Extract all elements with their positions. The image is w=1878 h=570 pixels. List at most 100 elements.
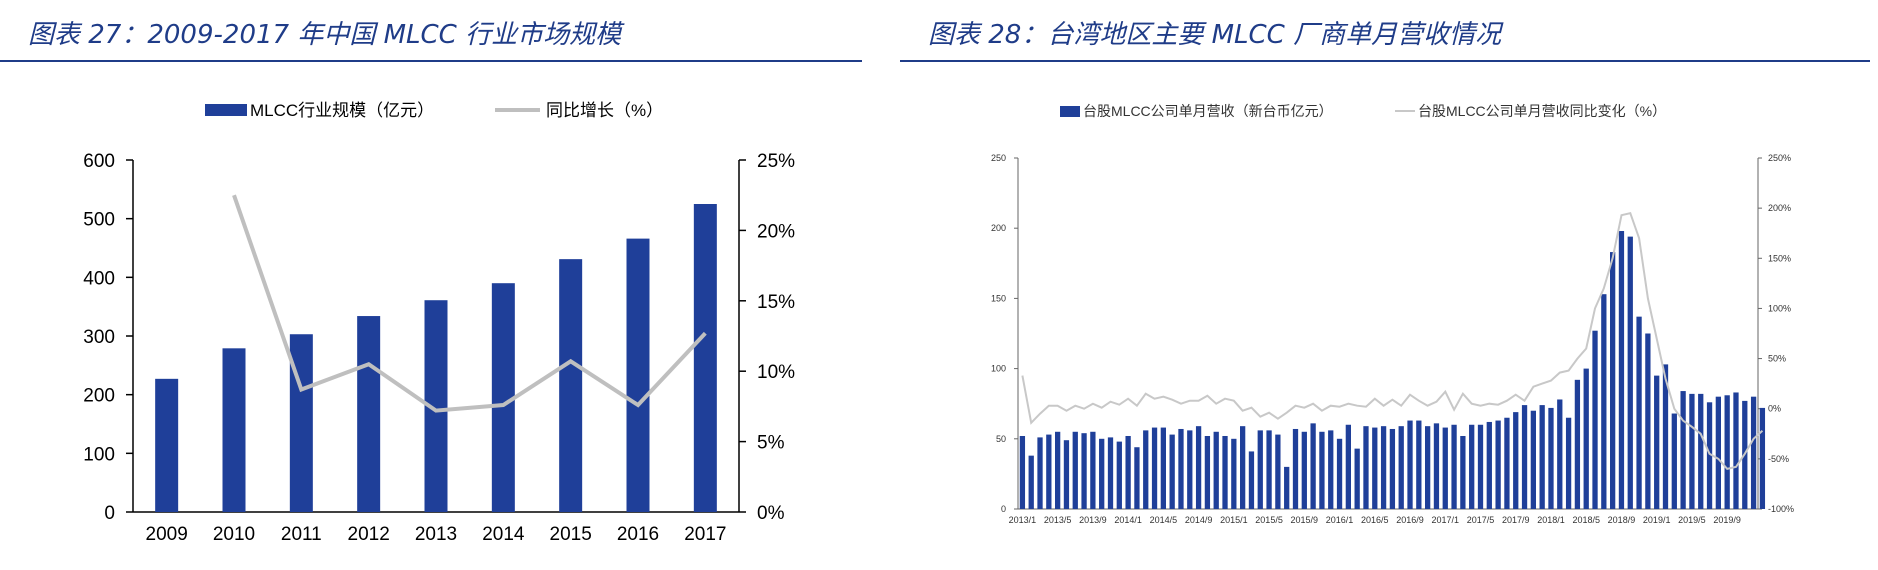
bar-monthly-revenue (1345, 424, 1351, 509)
x-tick-label: 2015/1 (1220, 515, 1248, 525)
bar-monthly-revenue (1125, 435, 1131, 509)
left-y-tick-label: 0 (1001, 504, 1006, 514)
bar-monthly-revenue (1662, 364, 1669, 509)
bar-monthly-revenue (1513, 412, 1519, 509)
x-tick-label: 2019/1 (1643, 515, 1671, 525)
bar-monthly-revenue (1724, 395, 1730, 509)
bar-monthly-revenue (1028, 455, 1034, 509)
bar-monthly-revenue (1539, 405, 1545, 509)
bar-monthly-revenue (1063, 440, 1070, 509)
x-tick-label: 2017/9 (1502, 515, 1530, 525)
bar-monthly-revenue (1548, 407, 1554, 509)
bar-monthly-revenue (1583, 368, 1589, 509)
bar-monthly-revenue (1706, 402, 1713, 509)
right-y-tick-label: 50% (1768, 354, 1786, 364)
legend-swatch-bar (1060, 106, 1080, 117)
bar-monthly-revenue (1495, 420, 1501, 509)
right-y-tick-label: 5% (757, 433, 785, 454)
bar-monthly-revenue (1521, 405, 1528, 509)
right-y-tick-label: -100% (1768, 504, 1794, 514)
bar-monthly-revenue (1654, 375, 1660, 509)
title-rule-left (0, 60, 862, 62)
bar-monthly-revenue (1248, 451, 1255, 509)
bar-monthly-revenue (1354, 448, 1360, 509)
bar-mlcc-market-size (424, 300, 448, 512)
bar-monthly-revenue (1592, 330, 1598, 509)
bar-mlcc-market-size (693, 204, 717, 512)
bar-monthly-revenue (1610, 252, 1616, 509)
x-tick-label: 2014/1 (1114, 515, 1142, 525)
line-yoy-growth (232, 194, 707, 413)
bar-monthly-revenue (1037, 437, 1043, 509)
right-y-tick-label: 150% (1768, 253, 1791, 263)
bar-monthly-revenue (1715, 396, 1721, 509)
bar-mlcc-market-size (222, 348, 246, 512)
right-y-tick-label: 0% (757, 503, 785, 524)
x-tick-label: 2016/1 (1326, 515, 1354, 525)
x-tick-label: 2013/5 (1044, 515, 1072, 525)
chart-title-right: 图表 28：台湾地区主要 MLCC 厂商单月营收情况 (928, 20, 1502, 50)
bar-monthly-revenue (1750, 396, 1757, 509)
bar-monthly-revenue (1477, 424, 1484, 509)
bar-monthly-revenue (1504, 417, 1510, 509)
bar-monthly-revenue (1601, 294, 1607, 509)
bar-monthly-revenue (1116, 441, 1122, 509)
x-tick-label: 2016/5 (1361, 515, 1389, 525)
chart-panel-left: 图表 27：2009-2017 年中国 MLCC 行业市场规模 0 100 200 3… (0, 0, 870, 570)
legend-label-line: 同比增长（%） (546, 101, 663, 120)
left-y-tick-label: 100 (83, 444, 115, 465)
bar-monthly-revenue (1107, 437, 1114, 509)
bar-monthly-revenue (1671, 413, 1677, 509)
right-y-tick-label: 250% (1768, 153, 1791, 163)
taiwan-mlcc-revenue-chart: 0 50 100 150 200 250 -100% -50% 0% 50% 100% 150% 200… (991, 103, 1794, 525)
x-tick-label: 2015/9 (1291, 515, 1319, 525)
right-y-tick-label: 15% (757, 292, 795, 313)
bar-monthly-revenue (1151, 427, 1158, 509)
right-y-tick-label: 200% (1768, 203, 1791, 213)
left-y-tick-label: 250 (991, 153, 1006, 163)
bar-monthly-revenue (1319, 431, 1325, 509)
x-tick-label: 2019/5 (1678, 515, 1706, 525)
x-tick-label: 2019/9 (1713, 515, 1741, 525)
x-tick-label: 2017 (684, 524, 726, 545)
bar-monthly-revenue (1275, 434, 1281, 509)
bar-mlcc-market-size (155, 378, 179, 512)
bar-monthly-revenue (1284, 466, 1290, 509)
right-y-tick-label: 25% (757, 151, 795, 172)
bar-monthly-revenue (1266, 430, 1272, 509)
right-y-tick-label: 10% (757, 362, 795, 383)
x-tick-label: 2011 (281, 524, 322, 545)
bar-monthly-revenue (1433, 423, 1440, 509)
x-tick-label: 2018/5 (1572, 515, 1600, 525)
left-y-tick-label: 200 (83, 386, 115, 407)
bar-monthly-revenue (1680, 391, 1686, 509)
right-y-tick-label: 100% (1768, 303, 1791, 313)
bar-monthly-revenue (1557, 399, 1563, 509)
bar-monthly-revenue (1389, 428, 1396, 509)
left-y-tick-label: 500 (83, 210, 115, 231)
x-tick-label: 2012 (348, 524, 390, 545)
bar-monthly-revenue (1046, 434, 1052, 509)
bar-monthly-revenue (1416, 420, 1422, 509)
x-tick-label: 2013/9 (1079, 515, 1107, 525)
bar-monthly-revenue (1195, 426, 1202, 509)
bar-monthly-revenue (1451, 424, 1457, 509)
right-y-tick-label: 20% (757, 221, 795, 242)
x-tick-label: 2018/1 (1537, 515, 1565, 525)
bar-monthly-revenue (1257, 430, 1263, 509)
bar-monthly-revenue (1187, 430, 1193, 509)
bar-monthly-revenue (1627, 236, 1633, 509)
x-tick-label: 2016 (617, 524, 659, 545)
bar-monthly-revenue (1469, 424, 1475, 509)
x-tick-label: 2015/5 (1255, 515, 1283, 525)
bar-monthly-revenue (1574, 379, 1581, 509)
bar-monthly-revenue (1301, 431, 1307, 509)
legend-label-line: 台股MLCC公司单月营收同比变化（%） (1418, 103, 1666, 119)
x-tick-label: 2009 (146, 524, 188, 545)
chart-panel-right: 图表 28：台湾地区主要 MLCC 厂商单月营收情况 0 50 100 150 200 2… (900, 0, 1878, 570)
left-y-tick-label: 300 (83, 327, 115, 348)
left-y-tick-label: 100 (991, 364, 1006, 374)
bar-monthly-revenue (1565, 417, 1572, 509)
bar-monthly-revenue (1636, 316, 1642, 509)
title-rule-right (900, 60, 1870, 62)
